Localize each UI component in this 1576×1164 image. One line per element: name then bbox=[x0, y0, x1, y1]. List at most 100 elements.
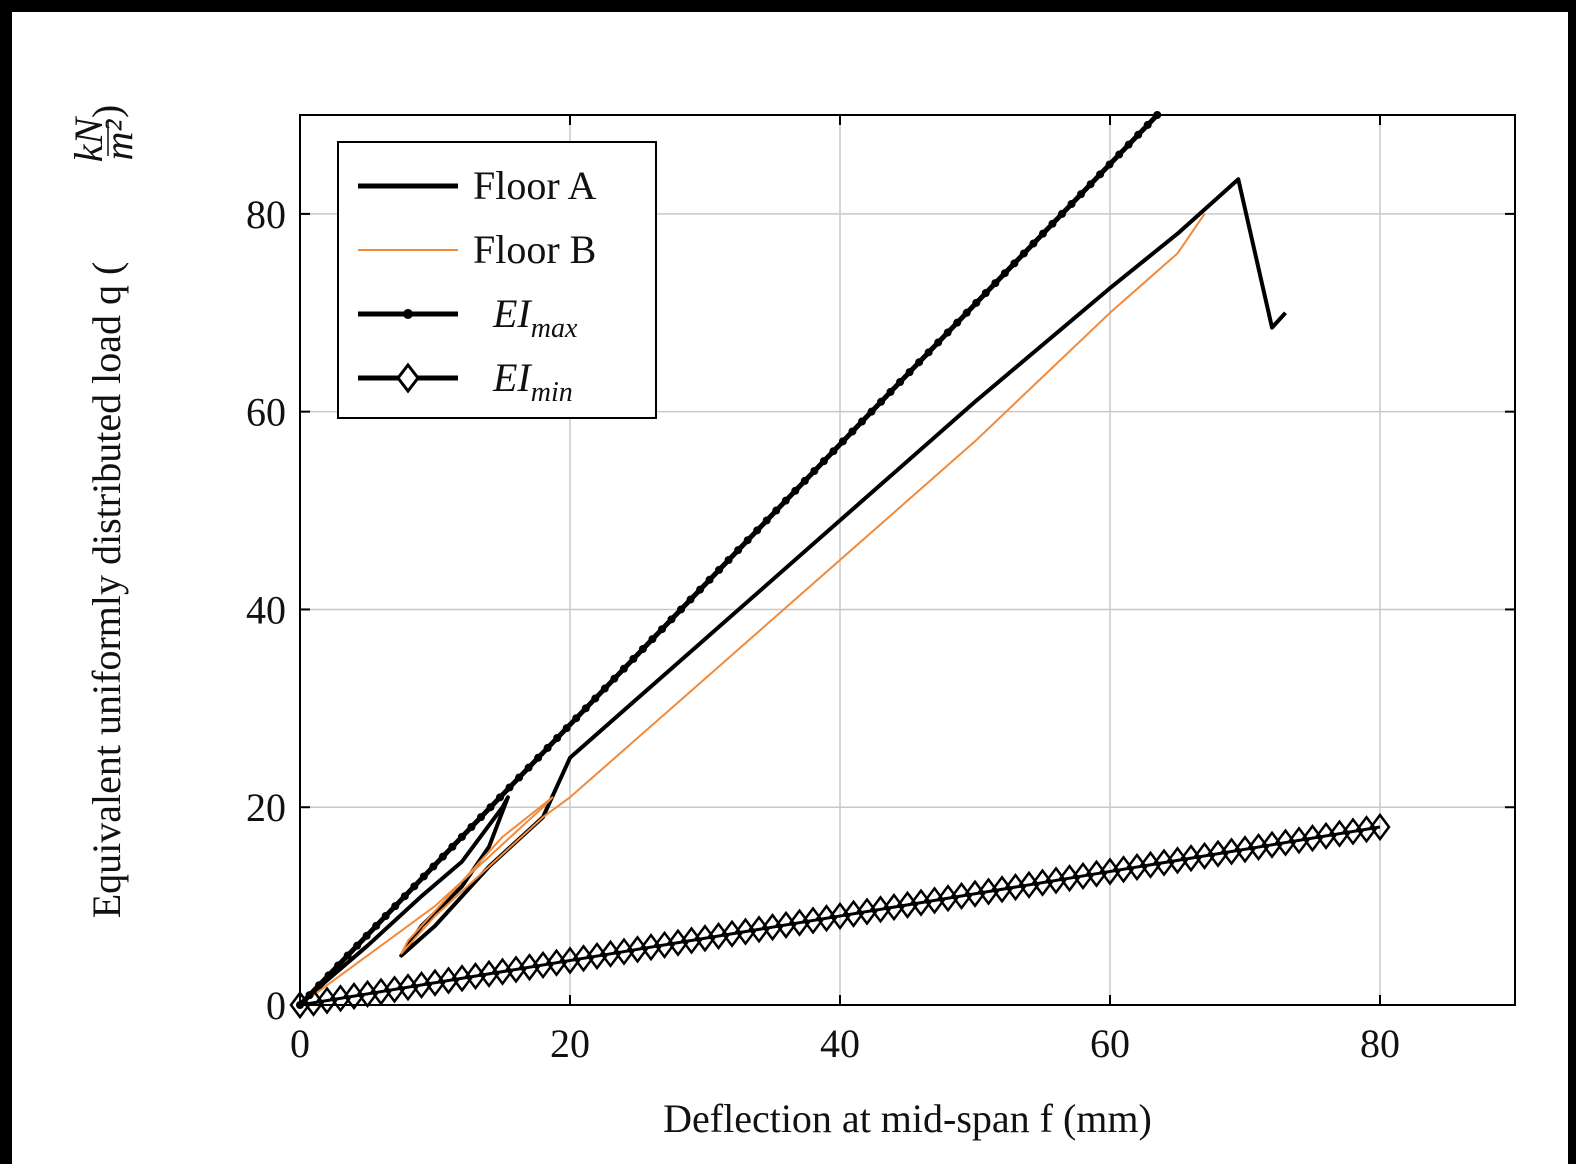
series-eimax-marker bbox=[400, 892, 409, 901]
series-eimin-marker bbox=[1369, 812, 1391, 842]
series-eimax-marker bbox=[819, 457, 828, 466]
series-eimax-marker bbox=[734, 546, 743, 555]
series-eimax-marker bbox=[591, 694, 600, 703]
series-eimax-marker bbox=[638, 645, 647, 653]
series-eimax-marker bbox=[419, 872, 428, 881]
series-eimax-marker bbox=[762, 516, 771, 525]
series-eimax-marker bbox=[1048, 219, 1057, 228]
series-eimax-marker bbox=[410, 882, 419, 891]
series-eimax-marker bbox=[886, 387, 895, 396]
series-eimax-marker bbox=[496, 793, 505, 802]
y-axis-label: Equivalent uniformly distributed load q … bbox=[66, 105, 141, 919]
series-eimax-marker bbox=[657, 625, 666, 634]
series-eimax-marker bbox=[610, 674, 619, 683]
legend-label-floor-a: Floor A bbox=[473, 163, 596, 208]
y-axis-label-text: Equivalent uniformly distributed load q … bbox=[84, 262, 129, 919]
series-eimax-marker bbox=[829, 447, 838, 456]
series-eimax-marker bbox=[324, 971, 333, 980]
legend-label-eimin: EImin bbox=[492, 355, 573, 408]
series-eimax-marker bbox=[515, 773, 524, 782]
series-eimax-marker bbox=[391, 902, 400, 911]
series-eimax-marker bbox=[981, 289, 990, 297]
series-eimax-marker bbox=[1029, 239, 1038, 248]
y-tick-label: 80 bbox=[246, 192, 286, 237]
y-tick-label: 40 bbox=[246, 587, 286, 632]
series-floor-a bbox=[298, 177, 1287, 1007]
series-eimax-marker bbox=[381, 912, 390, 920]
series-eimax-marker bbox=[877, 397, 886, 406]
series-eimax-marker bbox=[1086, 180, 1095, 189]
series-eimax-marker bbox=[315, 981, 324, 990]
series-eimax-marker bbox=[953, 318, 962, 327]
y-axis-unit-denominator: m² bbox=[96, 119, 141, 161]
series-eimax-marker bbox=[905, 368, 914, 377]
y-axis-label-close: ) bbox=[84, 105, 129, 118]
series-eimax-marker bbox=[848, 427, 857, 436]
series-eimax-marker bbox=[619, 664, 628, 673]
series-eimax-marker bbox=[781, 496, 790, 505]
chart-page: 0 20 40 60 80 0 20 40 60 80 Deflection at mid-spa… bbox=[12, 12, 1568, 1164]
series-eimax-marker bbox=[677, 605, 685, 614]
y-tick-label: 20 bbox=[246, 785, 286, 830]
x-tick-label: 60 bbox=[1090, 1021, 1130, 1066]
series-eimax-marker bbox=[867, 407, 876, 416]
series-eimax-marker bbox=[1134, 130, 1143, 139]
series-layer bbox=[289, 111, 1391, 1020]
series-eimax-marker bbox=[1010, 259, 1019, 268]
series-eimax-marker bbox=[1067, 200, 1076, 208]
series-eimax-marker bbox=[629, 654, 638, 663]
series-eimax-marker bbox=[1058, 209, 1066, 218]
series-eimax-marker bbox=[448, 842, 457, 851]
series-eimax-marker bbox=[972, 298, 981, 307]
series-eimax-marker bbox=[1115, 150, 1124, 159]
y-tick-label: 0 bbox=[266, 983, 286, 1028]
series-eimax-marker bbox=[715, 565, 724, 574]
series-eimax-marker bbox=[476, 813, 485, 822]
series-eimax-marker bbox=[467, 823, 476, 831]
series-eimax-marker bbox=[362, 931, 371, 940]
x-tick-label: 80 bbox=[1360, 1021, 1400, 1066]
series-eimax-marker bbox=[524, 763, 533, 772]
series-eimax-marker bbox=[857, 417, 866, 426]
legend-label-eimax: EImax bbox=[492, 291, 578, 344]
series-eimax-marker bbox=[915, 358, 924, 367]
series-eimax-marker bbox=[1105, 160, 1114, 169]
y-axis-unit-numerator: kN bbox=[66, 115, 111, 162]
series-eimax-marker bbox=[810, 467, 819, 475]
series-eimax-marker bbox=[838, 437, 847, 446]
plot-frame bbox=[299, 114, 1516, 1006]
series-eimax-marker bbox=[372, 921, 381, 930]
legend-marker-eimin bbox=[396, 362, 420, 394]
series-eimax-marker bbox=[648, 635, 657, 644]
series-eimax-marker bbox=[1000, 269, 1009, 278]
series-eimax-marker bbox=[429, 862, 438, 871]
series-eimax-marker bbox=[457, 832, 466, 841]
series-eimax-marker bbox=[343, 951, 352, 960]
series-eimax-marker bbox=[1019, 249, 1028, 258]
series-eimax-marker bbox=[743, 536, 752, 545]
legend: Floor A Floor B EImax EImin bbox=[337, 141, 657, 419]
y-tick-label: 60 bbox=[246, 390, 286, 435]
series-eimax-marker bbox=[1038, 229, 1047, 238]
series-eimax-marker bbox=[534, 753, 543, 762]
series-eimax-marker bbox=[543, 743, 552, 752]
series-eimax-marker bbox=[924, 348, 933, 357]
x-tick-label: 0 bbox=[290, 1021, 310, 1066]
series-eimax-marker bbox=[772, 506, 781, 515]
series-eimax-marker bbox=[934, 338, 943, 347]
series-eimax-marker bbox=[505, 783, 514, 792]
series-eimax-marker bbox=[896, 378, 905, 386]
series-eimax-marker bbox=[724, 556, 733, 564]
series-eimax-marker bbox=[600, 684, 609, 693]
series-eimax-marker bbox=[572, 714, 581, 723]
x-axis-label: Deflection at mid-span f (mm) bbox=[663, 1096, 1152, 1141]
series-eimax-marker bbox=[334, 961, 343, 970]
legend-marker-eimax bbox=[403, 309, 413, 319]
series-eimax-marker bbox=[791, 486, 800, 495]
series-eimax-marker bbox=[686, 595, 695, 604]
series-eimax-marker bbox=[991, 279, 1000, 288]
series-eimax-marker bbox=[562, 724, 571, 733]
series-eimax-marker bbox=[753, 526, 762, 535]
series-eimax-marker bbox=[1096, 170, 1105, 179]
series-floor-b bbox=[299, 213, 1206, 1006]
